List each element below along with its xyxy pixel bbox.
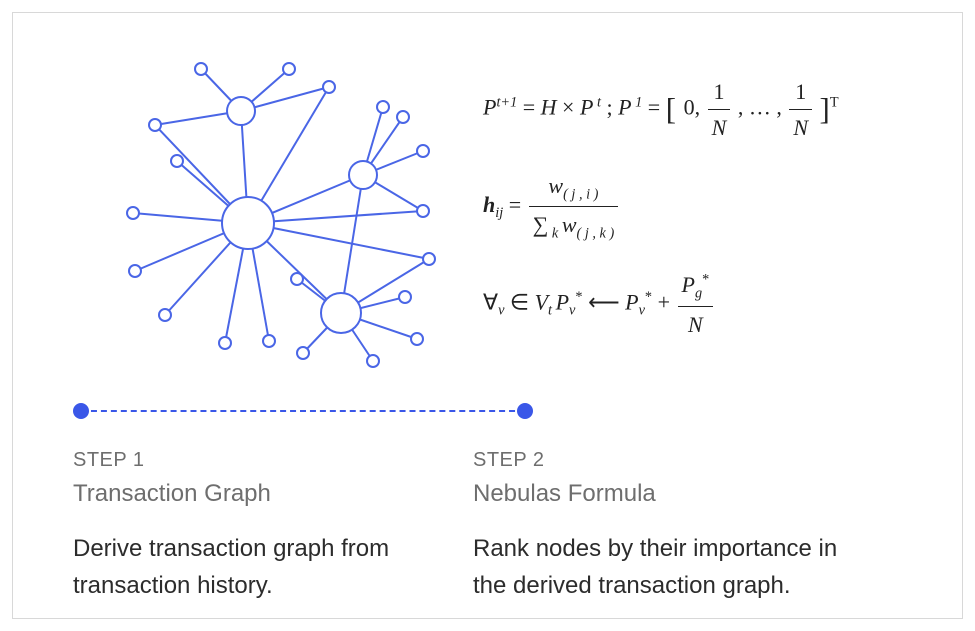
graph-node (349, 161, 377, 189)
divider-dot-left (73, 403, 89, 419)
step-2: STEP 2 Nebulas Formula Rank nodes by the… (473, 449, 853, 604)
divider-dot-right (517, 403, 533, 419)
formula-2: hij = w( j , i ) ∑ k w( j , k ) (483, 168, 902, 246)
graph-node (129, 265, 141, 277)
graph-node (195, 63, 207, 75)
graph-node (399, 291, 411, 303)
graph-node (417, 205, 429, 217)
graph-node (227, 97, 255, 125)
divider-dashed-line (81, 410, 525, 412)
step-2-tag: STEP 2 (473, 449, 853, 472)
step-1-body: Derive transaction graph from transactio… (73, 530, 453, 604)
steps-row: STEP 1 Transaction Graph Derive transact… (73, 449, 902, 604)
graph-node (397, 111, 409, 123)
graph-node (159, 309, 171, 321)
graph-node (297, 347, 309, 359)
transaction-graph (73, 53, 443, 363)
step-1-tag: STEP 1 (73, 449, 453, 472)
graph-node (283, 63, 295, 75)
step-1: STEP 1 Transaction Graph Derive transact… (73, 449, 453, 604)
graph-node (423, 253, 435, 265)
formula-3: ∀v ∈ Vt Pv* ⟵ Pv* + Pg* N (483, 267, 902, 341)
network-svg (73, 53, 443, 373)
graph-node (321, 293, 361, 333)
nebulas-formulas: Pt+1 = H × P t ; P 1 = [ 0, 1N , … , 1N … (483, 53, 902, 363)
step-divider (73, 403, 533, 419)
graph-node (367, 355, 379, 367)
top-row: Pt+1 = H × P t ; P 1 = [ 0, 1N , … , 1N … (73, 53, 902, 363)
graph-edge (248, 223, 429, 259)
step-2-body: Rank nodes by their importance in the de… (473, 530, 853, 604)
graph-node (411, 333, 423, 345)
graph-node (219, 337, 231, 349)
graph-node (377, 101, 389, 113)
formula-1: Pt+1 = H × P t ; P 1 = [ 0, 1N , … , 1N … (483, 74, 902, 145)
graph-node (291, 273, 303, 285)
graph-node (127, 207, 139, 219)
graph-node (263, 335, 275, 347)
graph-node (417, 145, 429, 157)
step-2-title: Nebulas Formula (473, 480, 853, 508)
graph-node (171, 155, 183, 167)
graph-node (323, 81, 335, 93)
content-frame: Pt+1 = H × P t ; P 1 = [ 0, 1N , … , 1N … (12, 12, 963, 619)
step-1-title: Transaction Graph (73, 480, 453, 508)
graph-node (149, 119, 161, 131)
graph-node (222, 197, 274, 249)
